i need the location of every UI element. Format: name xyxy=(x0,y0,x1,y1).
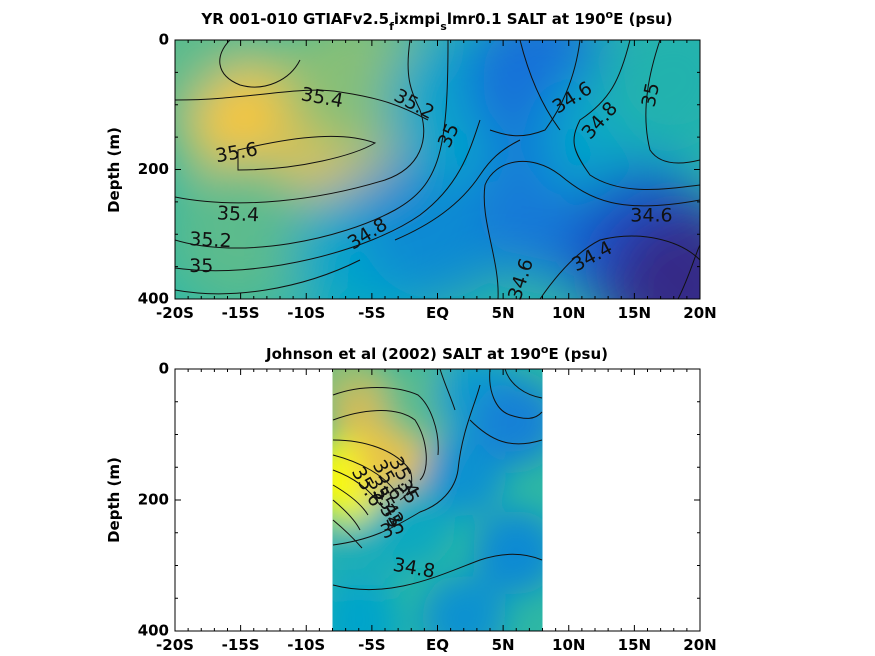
contour-line xyxy=(175,259,361,295)
contour-label: 34.6 xyxy=(630,205,672,227)
field-sample xyxy=(608,208,700,299)
x-tick-label: 15N xyxy=(618,304,651,322)
x-tick-label: EQ xyxy=(426,304,449,322)
contour-line xyxy=(489,369,543,419)
x-tick-label: 20N xyxy=(683,304,716,322)
x-tick-label: 5N xyxy=(492,304,515,322)
contour-line xyxy=(539,235,700,299)
y-tick-label: 200 xyxy=(138,160,169,178)
y-tick-label: 0 xyxy=(159,31,169,49)
contour-lines-observed xyxy=(332,369,543,591)
field-sample xyxy=(332,582,401,631)
field-sample xyxy=(474,510,543,595)
field-sample xyxy=(369,484,454,569)
field-sample xyxy=(359,143,516,299)
contour-line xyxy=(332,553,543,591)
x-tick-label: -20S xyxy=(156,636,194,654)
contour-line xyxy=(332,387,439,456)
contour-line xyxy=(483,161,700,299)
contour-line xyxy=(219,40,301,88)
y-tick-label: 200 xyxy=(138,491,169,509)
x-tick-label: 5N xyxy=(492,636,515,654)
contour-line xyxy=(332,454,399,496)
contour-label: 35.2 xyxy=(189,228,232,252)
x-tick-label: EQ xyxy=(426,636,449,654)
contour-line xyxy=(394,139,521,241)
contour-line xyxy=(573,40,700,190)
contour-line xyxy=(504,369,543,399)
contour-line xyxy=(175,40,425,204)
y-tick-label: 0 xyxy=(159,360,169,378)
x-tick-label: 10N xyxy=(552,304,585,322)
contour-label: 35 xyxy=(189,255,213,277)
x-tick-label: -5S xyxy=(358,304,385,322)
contour-line xyxy=(519,40,561,131)
contour-lines-model xyxy=(175,40,700,299)
field-data-region xyxy=(332,369,543,631)
x-tick-label: 15N xyxy=(618,636,651,654)
y-tick-label: 400 xyxy=(138,290,169,308)
x-tick-label: -15S xyxy=(222,636,260,654)
chart-title-model: YR 001-010 GTIAFv2.5fixmpislmr0.1 SALT a… xyxy=(200,8,672,33)
chart-title-observed: Johnson et al (2002) SALT at 190oE (psu) xyxy=(265,343,608,363)
x-tick-label: -10S xyxy=(287,304,325,322)
x-tick-label: 20N xyxy=(683,636,716,654)
contour-line xyxy=(332,384,481,546)
contour-line xyxy=(332,484,369,516)
field-blobs-model xyxy=(175,40,700,299)
x-tick-label: -15S xyxy=(222,304,260,322)
x-tick-label: -10S xyxy=(287,636,325,654)
x-tick-label: -20S xyxy=(156,304,194,322)
x-tick-label: -5S xyxy=(358,636,385,654)
contour-line xyxy=(237,135,377,171)
panel-model: 35.4 35.23535.635.435.23534.834.634.634.8… xyxy=(105,8,717,322)
contour-line xyxy=(677,244,700,299)
contour-line xyxy=(439,369,456,411)
contour-line xyxy=(332,519,363,549)
x-tick-label: 10N xyxy=(552,636,585,654)
salinity-field-model xyxy=(175,40,700,299)
contour-line xyxy=(175,40,449,249)
contour-line xyxy=(332,410,427,481)
contour-line xyxy=(332,439,413,501)
y-axis-label-observed: Depth (m) xyxy=(105,457,123,543)
contour-label: 35.4 xyxy=(216,202,259,226)
y-tick-label: 400 xyxy=(138,622,169,640)
contour-line xyxy=(645,40,700,164)
y-ticks-observed: 0 200 400 xyxy=(138,360,700,640)
y-ticks-model: 0 200 400 xyxy=(138,31,700,308)
x-ticks-observed: -20S -15S -10S -5S EQ 5N 10N 15N 20N xyxy=(156,369,717,654)
y-axis-label-model: Depth (m) xyxy=(105,127,123,213)
contour-line xyxy=(489,40,581,137)
salinity-field-observed xyxy=(332,369,543,631)
field-sample xyxy=(595,40,700,157)
contour-line xyxy=(332,469,381,506)
field-sample xyxy=(421,575,506,631)
contour-line xyxy=(175,89,429,121)
contour-label: 35 xyxy=(638,81,665,109)
contour-line xyxy=(175,119,481,272)
x-ticks-model: -20S -15S -10S -5S EQ 5N 10N 15N 20N xyxy=(156,40,717,322)
field-sample xyxy=(474,379,543,464)
field-sample xyxy=(421,431,506,516)
contour-line xyxy=(469,419,543,445)
contour-line xyxy=(332,499,361,531)
field-sample xyxy=(175,156,319,299)
